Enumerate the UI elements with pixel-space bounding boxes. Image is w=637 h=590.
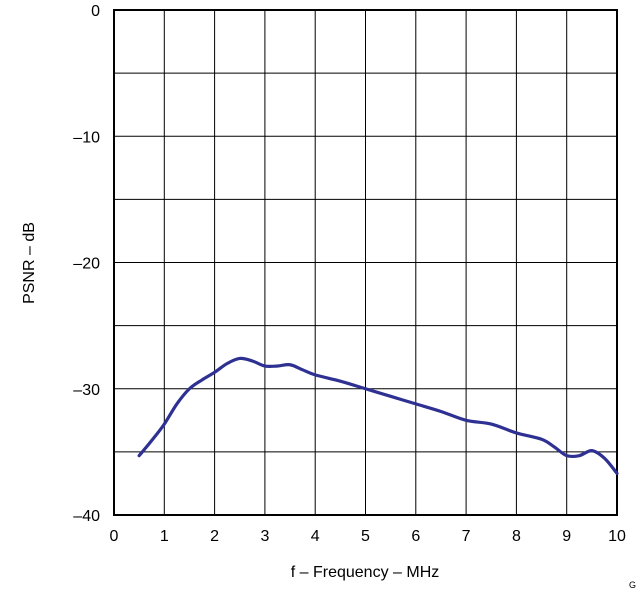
x-tick-label: 1 xyxy=(160,528,169,545)
y-tick-label: –30 xyxy=(73,382,100,399)
x-tick-label: 5 xyxy=(361,528,370,545)
x-tick-label: 8 xyxy=(512,528,521,545)
x-axis-tick-labels: 0 1 2 3 4 5 6 7 8 9 10 xyxy=(110,528,626,545)
x-tick-label: 7 xyxy=(462,528,471,545)
x-tick-label: 2 xyxy=(210,528,219,545)
x-tick-label: 0 xyxy=(110,528,119,545)
y-tick-label: 0 xyxy=(91,3,100,20)
x-tick-label: 4 xyxy=(311,528,320,545)
grid-lines xyxy=(114,10,617,515)
x-axis-label: f – Frequency – MHz xyxy=(291,564,440,581)
x-tick-label: 3 xyxy=(260,528,269,545)
x-tick-label: 10 xyxy=(608,528,626,545)
y-tick-label: –40 xyxy=(73,508,100,525)
plot-frame xyxy=(113,9,618,516)
y-tick-label: –10 xyxy=(73,129,100,146)
figure-code-label: G xyxy=(629,580,636,590)
x-tick-label: 6 xyxy=(411,528,420,545)
psnr-series-line xyxy=(137,356,619,475)
y-axis-tick-labels: 0 –10 –20 –30 –40 xyxy=(73,3,100,525)
y-axis-label: PSNR – dB xyxy=(21,222,38,304)
x-tick-label: 9 xyxy=(562,528,571,545)
y-tick-label: –20 xyxy=(73,256,100,273)
